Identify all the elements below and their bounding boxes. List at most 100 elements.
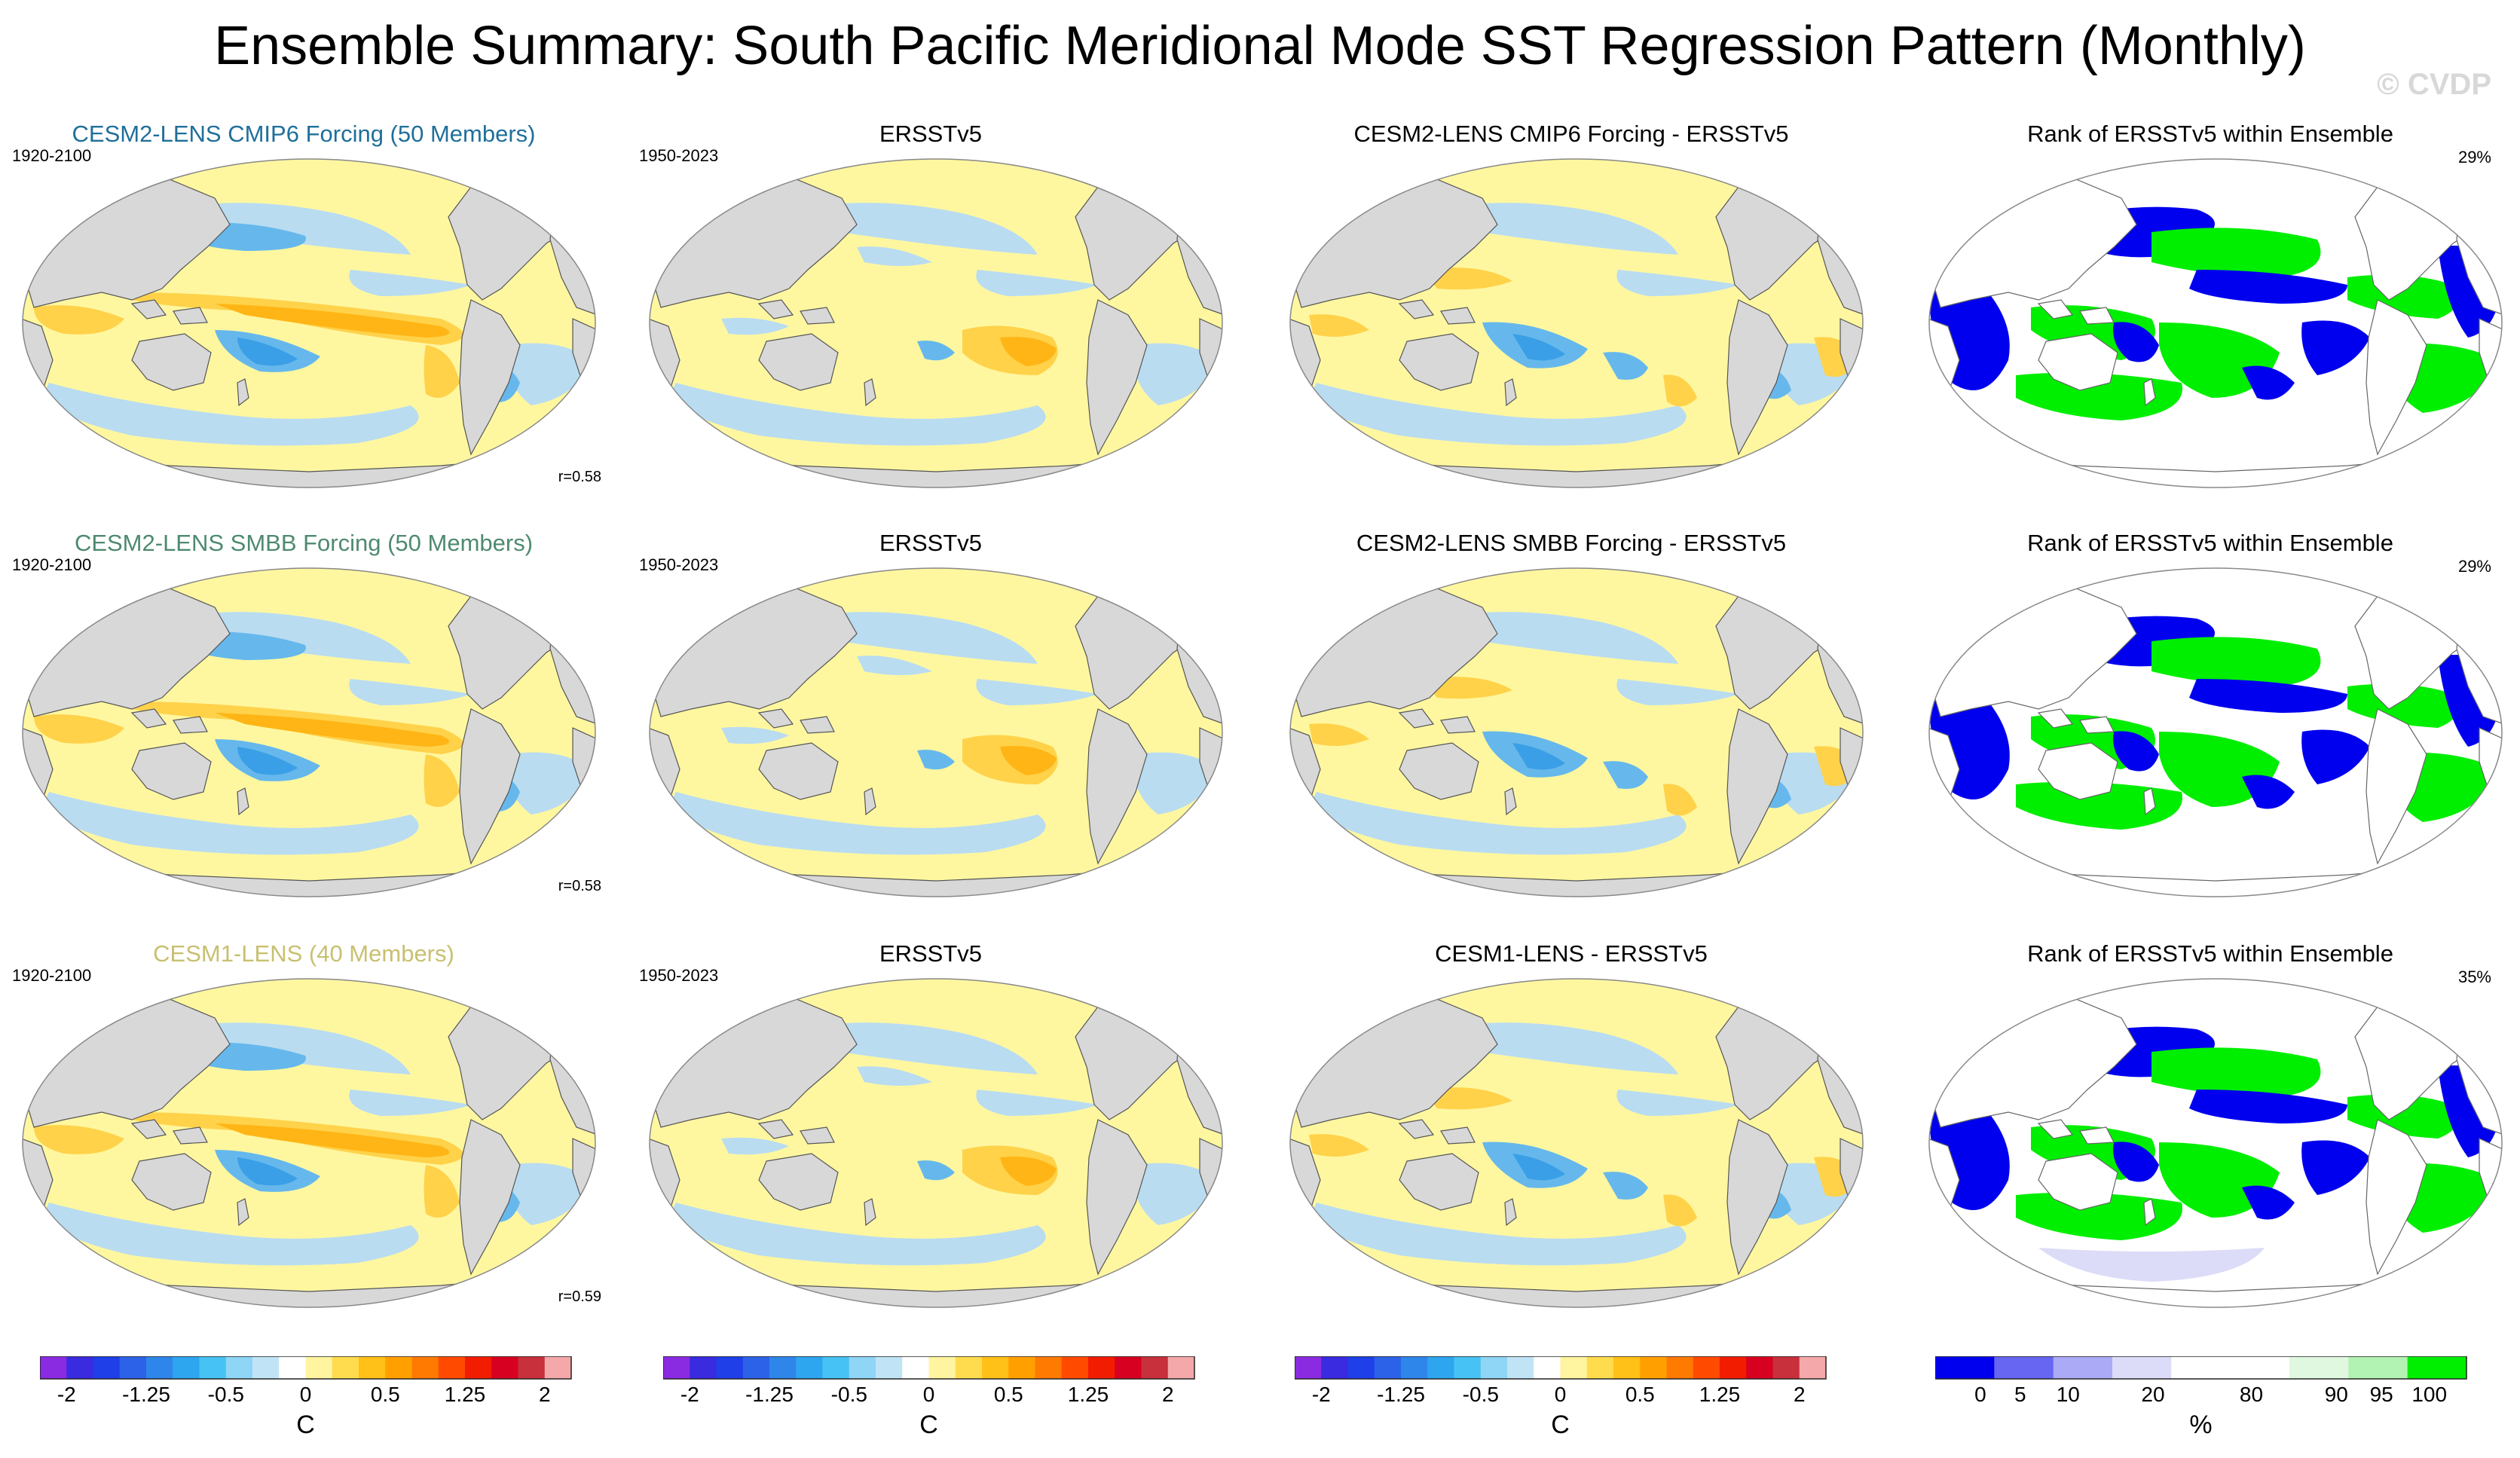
period-label: 1920-2100 <box>12 146 92 165</box>
map-panel-2: ERSSTv5 1950-2023 <box>633 121 1228 497</box>
colorbar-tick-label: -0.5 <box>1463 1383 1499 1406</box>
colorbar-swatch <box>1560 1356 1588 1379</box>
map-panel-12: Rank of ERSSTv5 within Ensemble 35% <box>1913 940 2508 1317</box>
colorbar-tick-label: 0 <box>1555 1383 1567 1406</box>
colorbar-swatch <box>66 1356 93 1379</box>
colorbar-swatch <box>173 1356 200 1379</box>
colorbar-tick-label: -2 <box>680 1383 699 1406</box>
pattern-correlation-label: r=0.58 <box>558 878 601 894</box>
robinson-map <box>1289 567 1864 897</box>
colorbar-swatch <box>663 1356 690 1379</box>
colorbar-swatch <box>1141 1356 1169 1379</box>
panel-title: ERSSTv5 <box>879 530 983 556</box>
panel-title: CESM1-LENS (40 Members) <box>153 940 454 967</box>
colorbar-tick-label: -2 <box>57 1383 76 1406</box>
colorbar-swatch <box>955 1356 983 1379</box>
colorbar-swatch <box>40 1356 67 1379</box>
colorbar-swatch <box>1321 1356 1348 1379</box>
colorbar-swatch <box>199 1356 227 1379</box>
colorbar-tick-label: 0 <box>1974 1383 1986 1406</box>
robinson-map <box>649 978 1223 1308</box>
colorbar-tick-label: 5 <box>2014 1383 2026 1406</box>
colorbar-swatch <box>769 1356 797 1379</box>
robinson-map <box>1289 158 1864 488</box>
panel-title: Rank of ERSSTv5 within Ensemble <box>2027 940 2393 967</box>
colorbar-swatch <box>332 1356 359 1379</box>
colorbar-tick-label: -1.25 <box>1377 1383 1425 1406</box>
colorbar-tick-label: 100 <box>2411 1383 2447 1406</box>
map-panel-8: Rank of ERSSTv5 within Ensemble 29% <box>1913 530 2508 906</box>
colorbar-swatch <box>2289 1356 2349 1379</box>
colorbar-swatch <box>1454 1356 1482 1379</box>
colorbar-unit-label: C <box>296 1411 315 1439</box>
colorbar-swatch <box>742 1356 770 1379</box>
robinson-map <box>1928 978 2503 1308</box>
colorbar-swatch <box>2230 1356 2290 1379</box>
colorbar-swatch <box>411 1356 439 1379</box>
colorbar-swatch <box>146 1356 173 1379</box>
panel-title: CESM2-LENS CMIP6 Forcing - ERSSTv5 <box>1353 121 1789 147</box>
colorbar-swatch <box>93 1356 121 1379</box>
colorbar-swatch <box>1008 1356 1035 1379</box>
colorbar-swatch <box>1401 1356 1428 1379</box>
cvdp-watermark: © CVDP <box>2377 68 2491 101</box>
map-panel-3: CESM2-LENS CMIP6 Forcing - ERSSTv5 <box>1274 121 1869 497</box>
colorbar-swatch <box>876 1356 903 1379</box>
colorbar-swatch <box>438 1356 466 1379</box>
panel-title: CESM2-LENS SMBB Forcing - ERSSTv5 <box>1356 530 1787 556</box>
colorbar-swatch <box>1507 1356 1534 1379</box>
robinson-map <box>649 158 1223 488</box>
colorbar-swatch <box>822 1356 850 1379</box>
colorbar-tick-label: 0.5 <box>994 1383 1023 1406</box>
colorbar-swatch <box>2348 1356 2408 1379</box>
panel-title: CESM2-LENS CMIP6 Forcing (50 Members) <box>72 121 536 147</box>
colorbar-swatch <box>1480 1356 1508 1379</box>
map-panel-4: Rank of ERSSTv5 within Ensemble 29% <box>1913 121 2508 497</box>
colorbar-tick-label: 0 <box>923 1383 935 1406</box>
colorbar-rank: 0 5 10 20 80 90 95 100% <box>1935 1356 2478 1447</box>
colorbar-tick-label: -0.5 <box>831 1383 867 1406</box>
period-label: 1920-2100 <box>12 555 92 574</box>
colorbar-swatch <box>982 1356 1009 1379</box>
colorbar-tick-label: 0 <box>300 1383 312 1406</box>
colorbar-tick-label: 0.5 <box>1625 1383 1655 1406</box>
colorbar-tick-label: 20 <box>2141 1383 2164 1406</box>
colorbar-swatch <box>279 1356 306 1379</box>
panel-title: Rank of ERSSTv5 within Ensemble <box>2027 530 2393 556</box>
robinson-map <box>1289 978 1864 1308</box>
figure-title: Ensemble Summary: South Pacific Meridion… <box>214 16 2306 76</box>
pattern-correlation-label: r=0.59 <box>558 1288 601 1305</box>
colorbar-swatch <box>1427 1356 1454 1379</box>
panel-title: CESM2-LENS SMBB Forcing (50 Members) <box>74 530 534 556</box>
colorbar-tick-label: -2 <box>1312 1383 1331 1406</box>
colorbar-tick-label: 90 <box>2325 1383 2348 1406</box>
colorbar-tick-label: 1.25 <box>445 1383 486 1406</box>
panel-title: ERSSTv5 <box>879 121 983 147</box>
pattern-correlation-label: r=0.58 <box>558 469 601 485</box>
colorbar-swatch <box>1613 1356 1641 1379</box>
colorbar-unit-label: C <box>1551 1411 1570 1439</box>
rank-percent-label: 29% <box>2457 557 2491 576</box>
colorbar-tick-label: -1.25 <box>122 1383 170 1406</box>
map-panel-1: CESM2-LENS CMIP6 Forcing (50 Members) 192… <box>6 121 601 497</box>
colorbar-swatch <box>1720 1356 1747 1379</box>
colorbar-swatch <box>544 1356 572 1379</box>
colorbar-swatch <box>305 1356 333 1379</box>
colorbar-unit-label: C <box>919 1411 938 1439</box>
colorbar-tick-label: 2 <box>1794 1383 1806 1406</box>
robinson-map <box>22 567 596 897</box>
colorbar-tick-label: 95 <box>2370 1383 2393 1406</box>
robinson-map <box>22 158 596 488</box>
robinson-map <box>649 567 1223 897</box>
colorbar-swatch <box>1167 1356 1195 1379</box>
colorbar-swatch <box>716 1356 744 1379</box>
colorbar-swatch <box>2407 1356 2467 1379</box>
colorbar-swatch <box>518 1356 546 1379</box>
map-panel-5: CESM2-LENS SMBB Forcing (50 Members) 1920… <box>6 530 601 906</box>
colorbar-tick-label: 2 <box>1162 1383 1174 1406</box>
colorbar-sst-1: -2 -1.25 -0.5 0 0.5 1.25 2 C <box>40 1356 583 1447</box>
colorbar-swatch <box>1534 1356 1561 1379</box>
colorbar-tick-label: -0.5 <box>208 1383 244 1406</box>
panel-title: CESM1-LENS - ERSSTv5 <box>1435 940 1708 967</box>
period-label: 1950-2023 <box>639 146 719 165</box>
